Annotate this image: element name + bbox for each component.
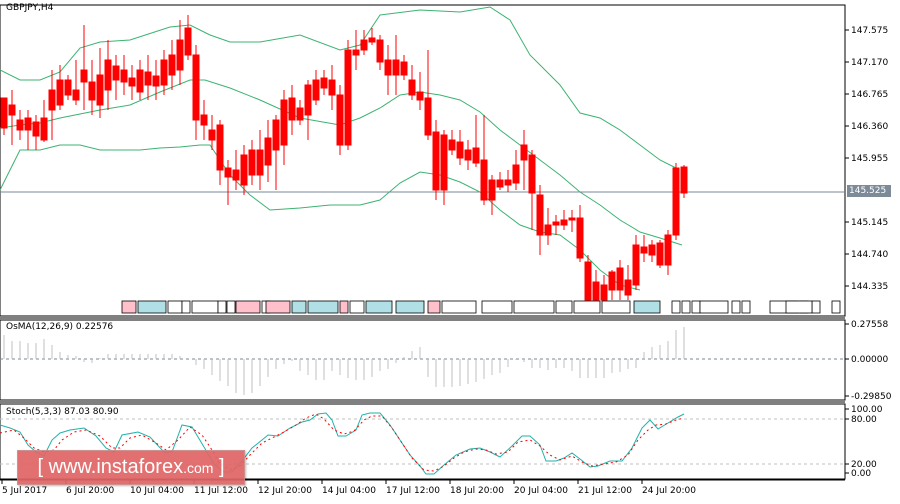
price-axis: 147.575 147.170 146.765 146.360 145.955 145.1…	[845, 26, 888, 292]
svg-text:-0.29850: -0.29850	[851, 392, 892, 402]
svg-text:0.00: 0.00	[851, 469, 871, 479]
svg-text:6 Jul 20:00: 6 Jul 20:00	[66, 486, 115, 496]
osma-histogram	[0, 327, 845, 395]
svg-text:12 Jul 20:00: 12 Jul 20:00	[258, 486, 312, 496]
svg-text:145.955: 145.955	[851, 154, 888, 164]
trade-history-labels	[0, 300, 845, 317]
svg-text:100.00: 100.00	[851, 405, 883, 415]
svg-text:147.575: 147.575	[851, 26, 888, 36]
stoch-%D	[0, 413, 685, 472]
svg-text:144.740: 144.740	[851, 250, 888, 260]
svg-text:14 Jul 04:00: 14 Jul 04:00	[322, 486, 376, 496]
current-price-tag: 145.525	[847, 185, 891, 197]
osma-panel-frame	[0, 319, 846, 401]
stoch-panel-frame	[0, 403, 846, 480]
svg-text:144.335: 144.335	[851, 282, 888, 292]
svg-text:146.765: 146.765	[851, 90, 888, 100]
instaforex-watermark[interactable]: [ www.instaforex.com ]	[17, 450, 245, 485]
svg-text:18 Jul 20:00: 18 Jul 20:00	[450, 486, 504, 496]
watermark-bracket-open: [	[37, 456, 44, 478]
svg-text:24 Jul 20:00: 24 Jul 20:00	[642, 486, 696, 496]
symbol-timeframe-label: GBPJPY,H4	[6, 3, 54, 13]
main-panel-frame	[0, 4, 846, 317]
svg-text:21 Jul 12:00: 21 Jul 12:00	[578, 486, 632, 496]
candlesticks	[0, 15, 688, 305]
osma-axis: 0.27558 0.00000 -0.29850	[845, 320, 892, 402]
svg-text:10 Jul 04:00: 10 Jul 04:00	[130, 486, 184, 496]
osma-label: OsMA(12,26,9) 0.22576	[6, 322, 114, 332]
watermark-bracket-close: ]	[218, 456, 225, 478]
svg-text:11 Jul 12:00: 11 Jul 12:00	[194, 486, 248, 496]
svg-text:80.00: 80.00	[851, 415, 877, 425]
band-lower	[0, 144, 641, 291]
svg-text:0.27558: 0.27558	[851, 320, 888, 330]
stoch-label: Stoch(5,3,3) 87.03 80.90	[6, 407, 119, 417]
svg-text:17 Jul 12:00: 17 Jul 12:00	[386, 486, 440, 496]
watermark-tld: .com	[183, 460, 214, 476]
svg-text:146.360: 146.360	[851, 122, 888, 132]
svg-text:147.170: 147.170	[851, 58, 888, 68]
svg-text:5 Jul 2017: 5 Jul 2017	[2, 486, 47, 496]
watermark-domain: www.instaforex	[48, 456, 184, 478]
svg-text:20 Jul 04:00: 20 Jul 04:00	[514, 486, 568, 496]
band-upper	[0, 6, 677, 169]
svg-text:20.00: 20.00	[851, 460, 877, 470]
svg-text:145.145: 145.145	[851, 218, 888, 228]
svg-text:0.00000: 0.00000	[851, 355, 888, 365]
